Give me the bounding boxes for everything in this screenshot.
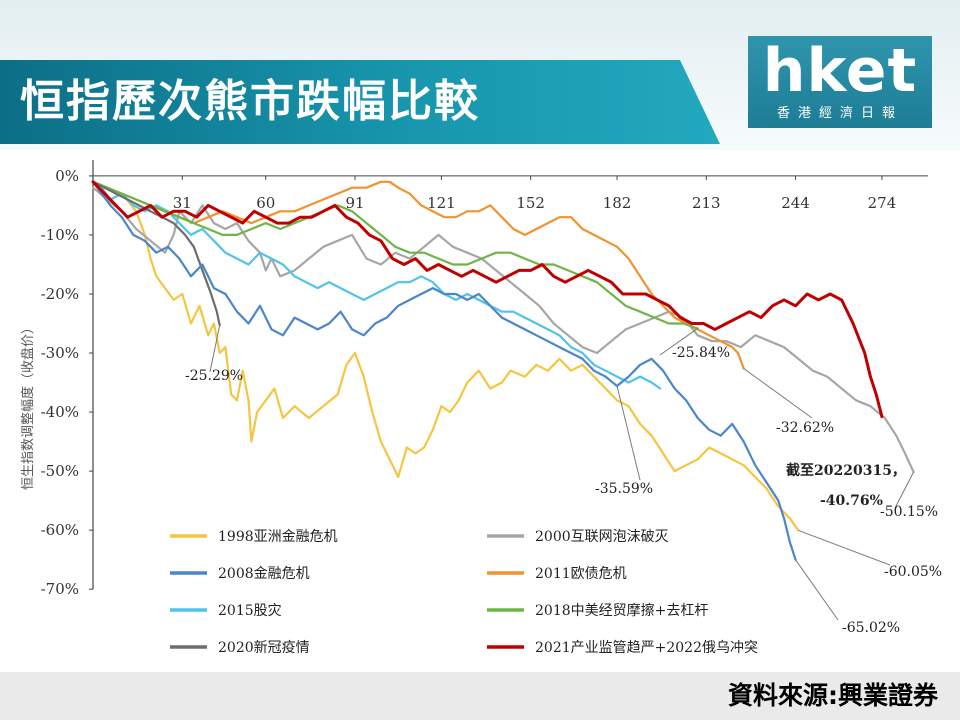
x-tick-label: 182 <box>603 194 632 212</box>
annotation-dotcom: -50.15% <box>880 504 938 520</box>
annotation-gfc_mid: -35.59% <box>595 481 653 497</box>
source-note: 資料來源:興業證券 <box>728 681 938 710</box>
x-tick-label: 91 <box>345 194 364 212</box>
annotation-covid: -25.29% <box>185 368 243 384</box>
legend-label: 2008金融危机 <box>218 566 310 582</box>
y-tick-label: -70% <box>41 580 79 598</box>
series-line-5 <box>91 180 699 330</box>
x-tick-label: 31 <box>173 194 192 212</box>
series-line-0 <box>91 180 800 532</box>
y-tick-label: -20% <box>41 285 79 303</box>
legend-label: 2021产业监管趋严+2022俄乌冲突 <box>535 640 758 656</box>
legend-label: 2011欧债危机 <box>535 566 627 582</box>
legend-label: 2015股灾 <box>218 602 282 619</box>
legend-label: 2000互联网泡沫破灭 <box>535 529 669 545</box>
annotation-trade: -25.84% <box>672 345 730 361</box>
y-tick-label: -50% <box>41 462 79 480</box>
chart-annotations: -25.29% -25.84% -35.59% -32.62% 截至20220315， -… <box>185 345 942 636</box>
y-axis-label: 恒生指数调整幅度（收盘价） <box>20 321 36 490</box>
legend-label: 1998亚洲金融危机 <box>218 529 338 545</box>
series-line-2 <box>91 180 797 561</box>
page-title: 恒指歷次熊市跌幅比較 <box>20 76 480 127</box>
annotation-as_of_2: -40.76% <box>820 493 883 509</box>
legend-label: 2020新冠疫情 <box>218 640 310 656</box>
x-tick-label: 152 <box>516 194 545 212</box>
legend-label: 2018中美经贸摩擦+去杠杆 <box>535 602 708 619</box>
y-tick-label: -30% <box>41 344 79 362</box>
annotation-leader <box>798 529 891 566</box>
annotation-leader <box>659 328 698 356</box>
x-tick-label: 213 <box>692 194 721 212</box>
annotation-leader <box>616 385 641 481</box>
annotation-leaders <box>209 325 915 621</box>
series-line-4 <box>91 180 662 390</box>
chart-axes: 0% -10% -20% -30% -40% -50% -60% -70% 31 60 91 121 1… <box>20 160 928 598</box>
annotation-gfc: -65.02% <box>842 620 900 636</box>
x-tick-label: 244 <box>781 194 810 212</box>
annotation-as_of_1: 截至20220315， <box>786 462 906 479</box>
chart-series <box>91 180 915 561</box>
y-tick-label: -60% <box>41 521 79 539</box>
footer-band <box>0 672 960 720</box>
series-line-7 <box>91 180 884 419</box>
y-tick-label: -40% <box>41 403 79 421</box>
title-band: 恒指歷次熊市跌幅比較 <box>0 60 720 144</box>
y-tick-label: -10% <box>41 226 79 244</box>
x-tick-label: 274 <box>868 194 897 212</box>
annotation-leader <box>894 471 915 509</box>
annotation-asia: -60.05% <box>884 564 942 580</box>
annotation-leader <box>795 559 839 621</box>
y-tick-label: 0% <box>55 167 79 185</box>
annotation-euro: -32.62% <box>776 420 834 436</box>
annotation-leader <box>743 368 813 419</box>
x-tick-label: 121 <box>427 194 456 212</box>
drawdown-chart: 0% -10% -20% -30% -40% -50% -60% -70% 31 60 91 121 1… <box>20 160 942 656</box>
logo-subtext: 香港經濟日報 <box>776 106 903 121</box>
annotation-leader <box>209 325 221 373</box>
series-line-6 <box>91 180 221 327</box>
logo-wordmark: hket <box>762 36 918 106</box>
x-tick-label: 60 <box>256 194 275 212</box>
hket-logo: hket 香港經濟日報 <box>748 36 932 128</box>
chart-legend: 1998亚洲金融危机 2000互联网泡沫破灭 2008金融危机 2011欧债危机 201… <box>170 529 758 656</box>
